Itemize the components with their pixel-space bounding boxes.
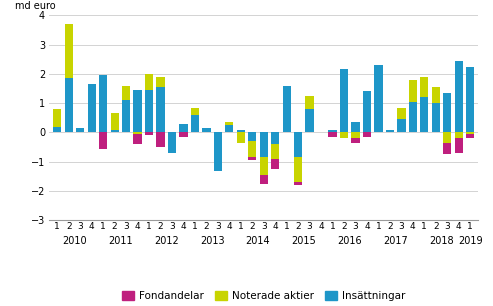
Bar [432, 103, 440, 132]
Text: 2010: 2010 [62, 237, 87, 246]
Bar [179, 124, 188, 132]
Bar [466, 67, 474, 132]
Bar [237, 129, 245, 132]
Legend: Fondandelar, Noterade aktier, Insättningar: Fondandelar, Noterade aktier, Insättning… [117, 287, 410, 305]
Bar [363, 91, 371, 132]
Bar [168, 132, 176, 153]
Bar [225, 122, 234, 125]
Bar [53, 109, 62, 127]
Bar [352, 138, 359, 143]
Bar [294, 132, 302, 157]
Bar [374, 65, 383, 132]
Text: 2014: 2014 [246, 237, 270, 246]
Bar [260, 157, 268, 175]
Bar [122, 86, 130, 100]
Bar [294, 182, 302, 185]
Bar [110, 129, 119, 132]
Bar [122, 100, 130, 132]
Bar [466, 132, 474, 134]
Bar [156, 77, 165, 87]
Bar [352, 132, 359, 138]
Bar [466, 134, 474, 138]
Bar [340, 132, 348, 138]
Bar [214, 132, 222, 170]
Bar [363, 132, 371, 137]
Bar [397, 119, 406, 132]
Bar [191, 108, 199, 115]
Bar [202, 128, 211, 132]
Bar [443, 143, 452, 155]
Bar [397, 108, 406, 119]
Bar [248, 157, 256, 160]
Text: 2013: 2013 [200, 237, 224, 246]
Bar [455, 138, 463, 153]
Text: md euro: md euro [15, 1, 56, 11]
Text: 2019: 2019 [458, 237, 483, 246]
Bar [237, 132, 245, 143]
Bar [271, 144, 280, 159]
Bar [340, 69, 348, 132]
Bar [53, 127, 62, 132]
Bar [156, 132, 165, 147]
Bar [134, 90, 141, 132]
Bar [99, 132, 107, 149]
Bar [306, 96, 314, 109]
Bar [225, 125, 234, 132]
Bar [352, 122, 359, 132]
Text: 2018: 2018 [429, 237, 454, 246]
Bar [110, 114, 119, 129]
Bar [191, 115, 199, 132]
Bar [179, 132, 188, 137]
Bar [134, 132, 141, 134]
Bar [443, 132, 452, 143]
Text: 2012: 2012 [154, 237, 178, 246]
Bar [455, 61, 463, 132]
Bar [145, 74, 153, 90]
Bar [328, 132, 337, 137]
Bar [248, 141, 256, 157]
Bar [156, 87, 165, 132]
Bar [455, 132, 463, 138]
Bar [420, 77, 428, 97]
Bar [306, 109, 314, 132]
Bar [443, 93, 452, 132]
Bar [294, 157, 302, 182]
Bar [432, 87, 440, 103]
Bar [271, 132, 280, 144]
Bar [76, 128, 84, 132]
Bar [88, 84, 96, 132]
Bar [409, 102, 417, 132]
Bar [260, 132, 268, 157]
Bar [99, 75, 107, 132]
Bar [260, 175, 268, 184]
Bar [65, 78, 73, 132]
Bar [386, 129, 394, 132]
Bar [145, 90, 153, 132]
Text: 2017: 2017 [383, 237, 408, 246]
Bar [409, 80, 417, 102]
Bar [134, 134, 141, 144]
Bar [282, 86, 291, 132]
Bar [420, 97, 428, 132]
Text: 2011: 2011 [108, 237, 133, 246]
Text: 2015: 2015 [291, 237, 317, 246]
Bar [145, 132, 153, 135]
Bar [248, 132, 256, 141]
Bar [271, 159, 280, 169]
Bar [65, 24, 73, 78]
Text: 2016: 2016 [337, 237, 362, 246]
Bar [328, 129, 337, 132]
